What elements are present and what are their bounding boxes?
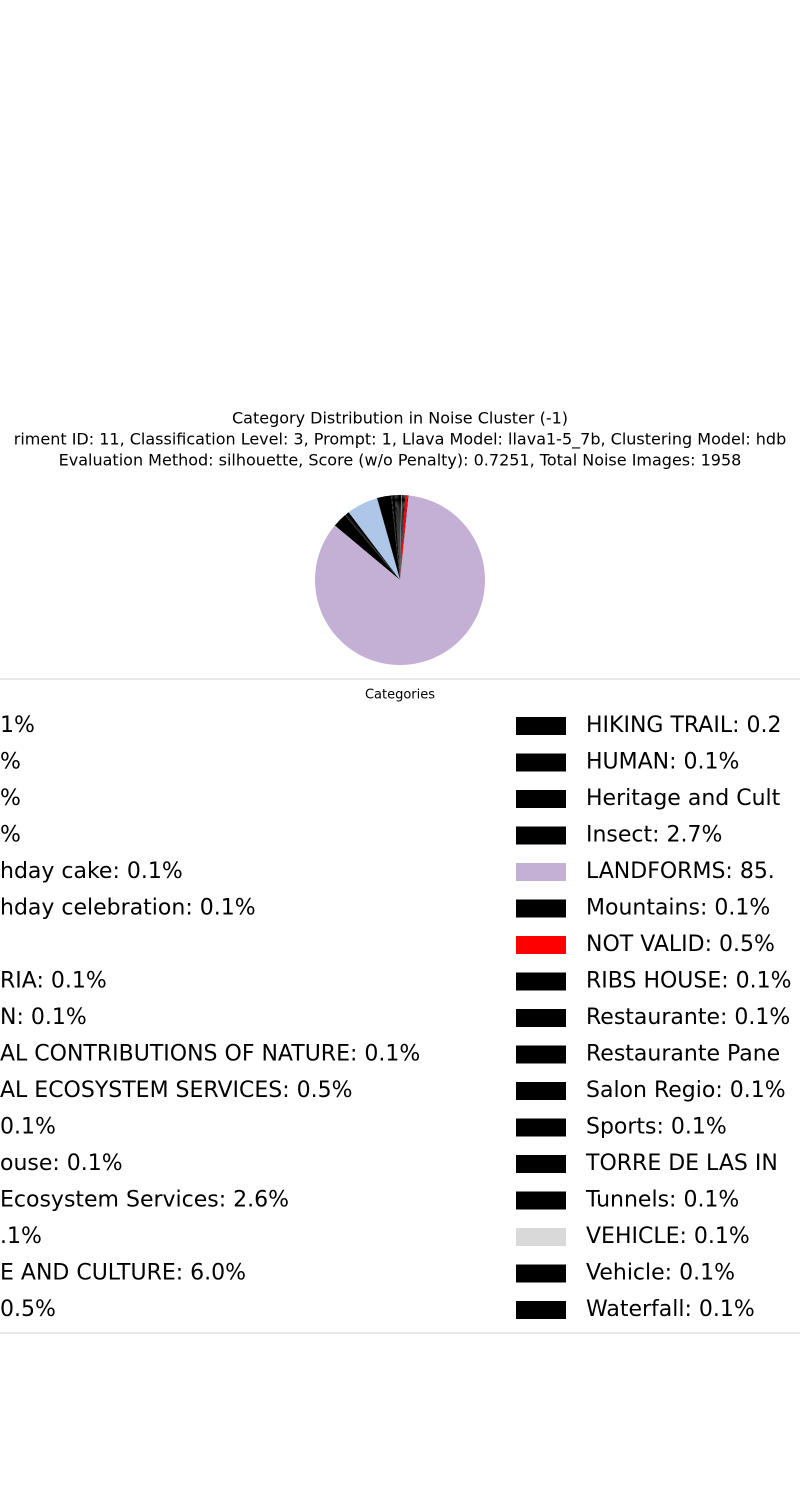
legend-label: 1% — [0, 713, 35, 738]
pie-slice — [400, 495, 402, 580]
pie-slice — [396, 495, 400, 580]
legend-label: hday celebration: 0.1% — [0, 896, 256, 921]
pie-slice — [400, 495, 401, 580]
legend-swatch — [516, 790, 566, 808]
pie-slice — [397, 495, 400, 580]
legend-label: Insect: 2.7% — [586, 823, 722, 848]
pie-slice — [377, 495, 400, 580]
pie-slice — [395, 495, 400, 580]
pie-slice — [392, 495, 400, 580]
legend-label: hday cake: 0.1% — [0, 859, 183, 884]
pie-slice — [391, 495, 400, 580]
legend-swatch — [516, 1264, 566, 1283]
legend-label: Salon Regio: 0.1% — [586, 1078, 786, 1103]
legend-label: Mountains: 0.1% — [586, 896, 770, 921]
pie-slice — [344, 514, 400, 580]
legend-label: Ecosystem Services: 2.6% — [0, 1188, 289, 1213]
pie-slice — [400, 495, 405, 580]
legend-label: HIKING TRAIL: 0.2 — [586, 713, 781, 738]
legend-label: Restaurante: 0.1% — [586, 1005, 790, 1030]
legend-label: % — [0, 750, 21, 775]
legend-label: % — [0, 786, 21, 811]
pie-slice — [400, 495, 402, 580]
legend-title: Categories — [365, 688, 435, 703]
legend-label: NOT VALID: 0.5% — [586, 932, 775, 957]
legend-swatch — [516, 1082, 566, 1100]
legend-swatch — [516, 972, 566, 991]
legend-label: Heritage and Cult — [586, 786, 781, 811]
legend-label: .1% — [0, 1224, 42, 1249]
pie-slice — [399, 495, 400, 580]
pie-slice — [334, 515, 400, 580]
legend-label: Vehicle: 0.1% — [586, 1261, 735, 1286]
legend-label: E AND CULTURE: 6.0% — [0, 1261, 246, 1286]
legend-swatch — [516, 1009, 566, 1027]
pie-slice — [396, 495, 400, 580]
legend-label: Tunnels: 0.1% — [585, 1188, 739, 1213]
pie-slice — [376, 498, 400, 580]
pie-slice — [397, 495, 400, 580]
pie-slice — [345, 513, 400, 580]
legend-swatch — [516, 1191, 566, 1210]
legend-label: RIBS HOUSE: 0.1% — [586, 969, 792, 994]
legend-label: VEHICLE: 0.1% — [586, 1224, 750, 1249]
chart-title: Category Distribution in Noise Cluster (… — [232, 409, 568, 428]
pie-slice — [315, 495, 485, 665]
pie-slice — [348, 498, 400, 580]
pie-slice — [394, 495, 400, 580]
legend-label: HUMAN: 0.1% — [586, 750, 739, 775]
pie-slice — [345, 514, 400, 580]
pie-slice — [400, 495, 406, 580]
pie-slice — [400, 495, 404, 580]
legend-label: 0.5% — [0, 1297, 56, 1322]
legend-label: % — [0, 823, 21, 848]
legend-swatch — [516, 1155, 566, 1173]
legend-label: 0.1% — [0, 1115, 56, 1140]
pie-slice — [398, 495, 400, 580]
legend-label: N: 0.1% — [0, 1005, 87, 1030]
pie-slice — [400, 495, 404, 580]
chart-subtitle: Evaluation Method: silhouette, Score (w/… — [59, 451, 742, 470]
legend-swatch — [516, 1118, 566, 1137]
legend-swatch — [516, 826, 566, 845]
legend-swatch — [516, 863, 566, 881]
pie-slice — [346, 512, 400, 580]
pie-slice — [400, 495, 403, 580]
pie-slice — [400, 495, 405, 580]
legend-swatch — [516, 1301, 566, 1319]
pie-slice — [400, 495, 403, 580]
legend-label: LANDFORMS: 85. — [586, 859, 775, 884]
legend-swatch — [516, 753, 566, 772]
legend-label: TORRE DE LAS IN — [585, 1151, 778, 1176]
legend-label: ouse: 0.1% — [0, 1151, 123, 1176]
legend-swatch — [516, 1228, 566, 1246]
pie-slice — [390, 495, 400, 580]
legend-swatch — [516, 936, 566, 954]
legend-label: RIA: 0.1% — [0, 969, 107, 994]
pie-slice — [398, 495, 400, 580]
legend-label: AL CONTRIBUTIONS OF NATURE: 0.1% — [0, 1042, 420, 1067]
legend-label: AL ECOSYSTEM SERVICES: 0.5% — [0, 1078, 353, 1103]
chart-subtitle: riment ID: 11, Classification Level: 3, … — [14, 430, 786, 450]
pie-slice — [400, 495, 408, 580]
legend-label: Restaurante Pane — [586, 1042, 780, 1067]
pie-slice — [400, 495, 409, 580]
legend-label: Waterfall: 0.1% — [586, 1297, 755, 1322]
legend-swatch — [516, 1045, 566, 1064]
legend-label: Sports: 0.1% — [586, 1115, 727, 1140]
legend-swatch — [516, 717, 566, 735]
pie-slice — [395, 495, 400, 580]
legend-swatch — [516, 899, 566, 918]
